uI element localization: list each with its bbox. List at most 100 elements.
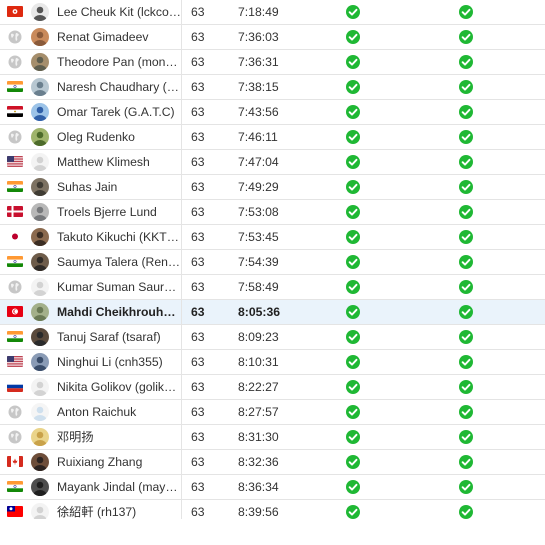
check-icon[interactable] — [459, 30, 473, 44]
contestant-name[interactable]: Suhas Jain — [57, 175, 182, 199]
table-row[interactable]: Matthew Klimesh 63 7:47:04 — [0, 150, 545, 175]
check-icon[interactable] — [459, 180, 473, 194]
contestant-name[interactable]: Tanuj Saraf (tsaraf) — [57, 325, 182, 349]
check-icon[interactable] — [346, 455, 360, 469]
avatar[interactable] — [31, 28, 49, 46]
avatar[interactable] — [31, 228, 49, 246]
avatar[interactable] — [31, 453, 49, 471]
table-row[interactable]: Suhas Jain 63 7:49:29 — [0, 175, 545, 200]
check-icon[interactable] — [459, 305, 473, 319]
avatar[interactable] — [31, 478, 49, 496]
avatar[interactable] — [31, 428, 49, 446]
avatar[interactable] — [31, 53, 49, 71]
check-icon[interactable] — [459, 330, 473, 344]
check-icon[interactable] — [459, 255, 473, 269]
contestant-name[interactable]: Ninghui Li (cnh355) — [57, 350, 182, 374]
check-icon[interactable] — [346, 105, 360, 119]
table-row[interactable]: Ninghui Li (cnh355) 63 8:10:31 — [0, 350, 545, 375]
table-row[interactable]: Kumar Suman Saurabh 63 7:58:49 — [0, 275, 545, 300]
check-icon[interactable] — [459, 505, 473, 519]
check-icon[interactable] — [459, 55, 473, 69]
table-row[interactable]: Tanuj Saraf (tsaraf) 63 8:09:23 — [0, 325, 545, 350]
avatar[interactable] — [31, 278, 49, 296]
avatar[interactable] — [31, 78, 49, 96]
table-row[interactable]: Saumya Talera (Renau… 63 7:54:39 — [0, 250, 545, 275]
avatar[interactable] — [31, 403, 49, 421]
check-icon[interactable] — [459, 430, 473, 444]
check-icon[interactable] — [346, 5, 360, 19]
avatar[interactable] — [31, 128, 49, 146]
table-row[interactable]: Nikita Golikov (golikov… 63 8:22:27 — [0, 375, 545, 400]
table-row[interactable]: Theodore Pan (monkey… 63 7:36:31 — [0, 50, 545, 75]
avatar[interactable] — [31, 203, 49, 221]
table-row[interactable]: Mayank Jindal (mayan… 63 8:36:34 — [0, 475, 545, 500]
check-icon[interactable] — [459, 130, 473, 144]
check-icon[interactable] — [459, 280, 473, 294]
contestant-name[interactable]: Saumya Talera (Renau… — [57, 250, 182, 274]
check-icon[interactable] — [459, 455, 473, 469]
avatar[interactable] — [31, 153, 49, 171]
contestant-name[interactable]: Matthew Klimesh — [57, 150, 182, 174]
check-icon[interactable] — [346, 255, 360, 269]
table-row[interactable]: 邓明扬 63 8:31:30 — [0, 425, 545, 450]
check-icon[interactable] — [346, 180, 360, 194]
check-icon[interactable] — [346, 80, 360, 94]
check-icon[interactable] — [346, 505, 360, 519]
contestant-name[interactable]: Mayank Jindal (mayan… — [57, 475, 182, 499]
contestant-name[interactable]: Anton Raichuk — [57, 400, 182, 424]
avatar[interactable] — [31, 103, 49, 121]
check-icon[interactable] — [346, 480, 360, 494]
avatar[interactable] — [31, 303, 49, 321]
check-icon[interactable] — [459, 80, 473, 94]
avatar[interactable] — [31, 328, 49, 346]
check-icon[interactable] — [346, 305, 360, 319]
contestant-name[interactable]: Nikita Golikov (golikov… — [57, 375, 182, 399]
table-row[interactable]: Omar Tarek (G.A.T.C) 63 7:43:56 — [0, 100, 545, 125]
check-icon[interactable] — [346, 205, 360, 219]
table-row[interactable]: Takuto Kikuchi (KKT89) 63 7:53:45 — [0, 225, 545, 250]
contestant-name[interactable]: Mahdi Cheikhrouhou (… — [57, 300, 182, 324]
check-icon[interactable] — [346, 230, 360, 244]
check-icon[interactable] — [346, 155, 360, 169]
avatar[interactable] — [31, 3, 49, 21]
contestant-name[interactable]: Troels Bjerre Lund — [57, 200, 182, 224]
avatar[interactable] — [31, 178, 49, 196]
table-row[interactable]: Naresh Chaudhary (pre… 63 7:38:15 — [0, 75, 545, 100]
check-icon[interactable] — [459, 355, 473, 369]
table-row[interactable]: Ruixiang Zhang 63 8:32:36 — [0, 450, 545, 475]
contestant-name[interactable]: Takuto Kikuchi (KKT89) — [57, 225, 182, 249]
check-icon[interactable] — [346, 380, 360, 394]
table-row[interactable]: Mahdi Cheikhrouhou (… 63 8:05:36 — [0, 300, 545, 325]
contestant-name[interactable]: Renat Gimadeev — [57, 25, 182, 49]
check-icon[interactable] — [459, 480, 473, 494]
contestant-name[interactable]: Lee Cheuk Kit (lckcode) — [57, 0, 182, 24]
check-icon[interactable] — [346, 55, 360, 69]
check-icon[interactable] — [459, 5, 473, 19]
check-icon[interactable] — [346, 405, 360, 419]
check-icon[interactable] — [459, 205, 473, 219]
check-icon[interactable] — [346, 30, 360, 44]
table-row[interactable]: Troels Bjerre Lund 63 7:53:08 — [0, 200, 545, 225]
check-icon[interactable] — [459, 155, 473, 169]
table-row[interactable]: Anton Raichuk 63 8:27:57 — [0, 400, 545, 425]
check-icon[interactable] — [346, 280, 360, 294]
avatar[interactable] — [31, 253, 49, 271]
contestant-name[interactable]: Oleg Rudenko — [57, 125, 182, 149]
check-icon[interactable] — [346, 430, 360, 444]
check-icon[interactable] — [346, 130, 360, 144]
check-icon[interactable] — [346, 355, 360, 369]
avatar[interactable] — [31, 353, 49, 371]
table-row[interactable]: Oleg Rudenko 63 7:46:11 — [0, 125, 545, 150]
check-icon[interactable] — [459, 105, 473, 119]
contestant-name[interactable]: Omar Tarek (G.A.T.C) — [57, 100, 182, 124]
contestant-name[interactable]: Theodore Pan (monkey… — [57, 50, 182, 74]
table-row[interactable]: Renat Gimadeev 63 7:36:03 — [0, 25, 545, 50]
check-icon[interactable] — [459, 405, 473, 419]
contestant-name[interactable]: Naresh Chaudhary (pre… — [57, 75, 182, 99]
table-row[interactable]: Lee Cheuk Kit (lckcode) 63 7:18:49 — [0, 0, 545, 25]
check-icon[interactable] — [346, 330, 360, 344]
check-icon[interactable] — [459, 380, 473, 394]
check-icon[interactable] — [459, 230, 473, 244]
contestant-name[interactable]: 邓明扬 — [57, 425, 182, 449]
contestant-name[interactable]: Kumar Suman Saurabh — [57, 275, 182, 299]
